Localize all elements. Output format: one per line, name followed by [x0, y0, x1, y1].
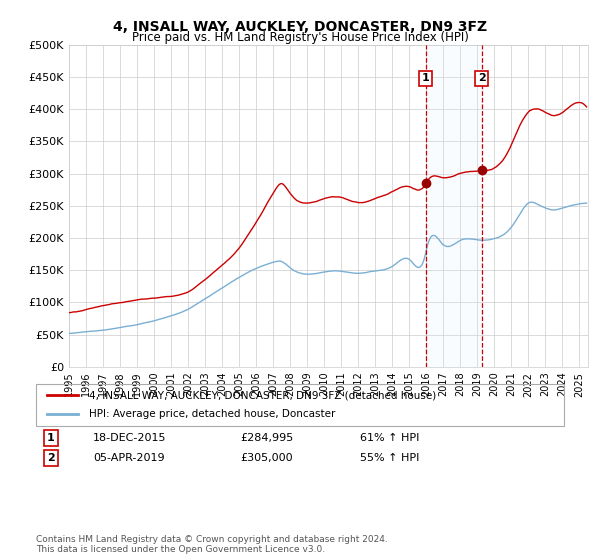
- Text: 55% ↑ HPI: 55% ↑ HPI: [360, 453, 419, 463]
- Bar: [425, 45, 482, 367]
- Text: 1: 1: [47, 433, 55, 443]
- Text: 18-DEC-2015: 18-DEC-2015: [93, 433, 167, 443]
- Text: 2: 2: [478, 73, 485, 83]
- Text: 1: 1: [422, 73, 430, 83]
- Text: Price paid vs. HM Land Registry's House Price Index (HPI): Price paid vs. HM Land Registry's House …: [131, 31, 469, 44]
- Text: Contains HM Land Registry data © Crown copyright and database right 2024.
This d: Contains HM Land Registry data © Crown c…: [36, 535, 388, 554]
- Text: 2: 2: [47, 453, 55, 463]
- Text: 05-APR-2019: 05-APR-2019: [93, 453, 164, 463]
- Text: 4, INSALL WAY, AUCKLEY, DONCASTER, DN9 3FZ: 4, INSALL WAY, AUCKLEY, DONCASTER, DN9 3…: [113, 20, 487, 34]
- Text: £305,000: £305,000: [240, 453, 293, 463]
- Text: £284,995: £284,995: [240, 433, 293, 443]
- Text: 61% ↑ HPI: 61% ↑ HPI: [360, 433, 419, 443]
- Text: 4, INSALL WAY, AUCKLEY, DONCASTER, DN9 3FZ (detached house): 4, INSALL WAY, AUCKLEY, DONCASTER, DN9 3…: [89, 390, 436, 400]
- Text: HPI: Average price, detached house, Doncaster: HPI: Average price, detached house, Donc…: [89, 409, 335, 419]
